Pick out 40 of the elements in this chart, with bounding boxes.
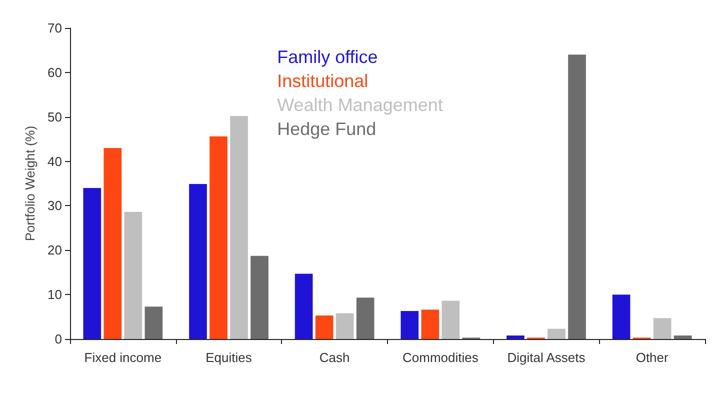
- bar: [83, 188, 102, 339]
- bar: [336, 313, 354, 339]
- x-tick-label: Fixed income: [84, 350, 162, 365]
- bar: [315, 315, 334, 339]
- text: Institutional: [277, 71, 368, 91]
- bar: [356, 298, 374, 339]
- bar: [653, 318, 672, 339]
- text: Hedge Fund: [277, 119, 376, 139]
- x-tick-label: Digital Assets: [507, 350, 586, 365]
- y-tick-label: 50: [48, 109, 62, 124]
- bar: [612, 294, 630, 339]
- y-tick-label: 0: [54, 332, 62, 346]
- y-tick-label: 40: [48, 154, 62, 169]
- y-tick-label: 70: [48, 20, 62, 36]
- bar: [294, 274, 313, 339]
- x-tick-label: Equities: [206, 350, 252, 365]
- y-tick-label: 60: [48, 64, 62, 80]
- bar: [189, 184, 207, 339]
- x-tick-label: Other: [636, 350, 670, 365]
- x-tick-label: Commodities: [402, 350, 479, 365]
- y-axis-title: Portfolio Weight (%): [22, 126, 38, 242]
- bar: [400, 311, 419, 339]
- bar: [442, 300, 460, 339]
- y-tick-label: 20: [48, 242, 62, 258]
- y-tick-label: 30: [48, 198, 62, 214]
- bar: [568, 54, 586, 339]
- bar: [104, 148, 122, 339]
- bar: [230, 116, 248, 339]
- bar: [674, 335, 692, 339]
- bar: [506, 335, 524, 339]
- bar: [144, 306, 163, 339]
- series-label: Wealth Management: [277, 95, 443, 115]
- x-tick-label: Cash: [319, 350, 350, 365]
- y-tick-label: 10: [48, 287, 62, 302]
- bar: [210, 136, 228, 339]
- text: Family office: [277, 47, 378, 67]
- bar: [250, 256, 268, 339]
- bar: [548, 328, 566, 339]
- bar: [421, 310, 440, 339]
- bar: [124, 212, 142, 339]
